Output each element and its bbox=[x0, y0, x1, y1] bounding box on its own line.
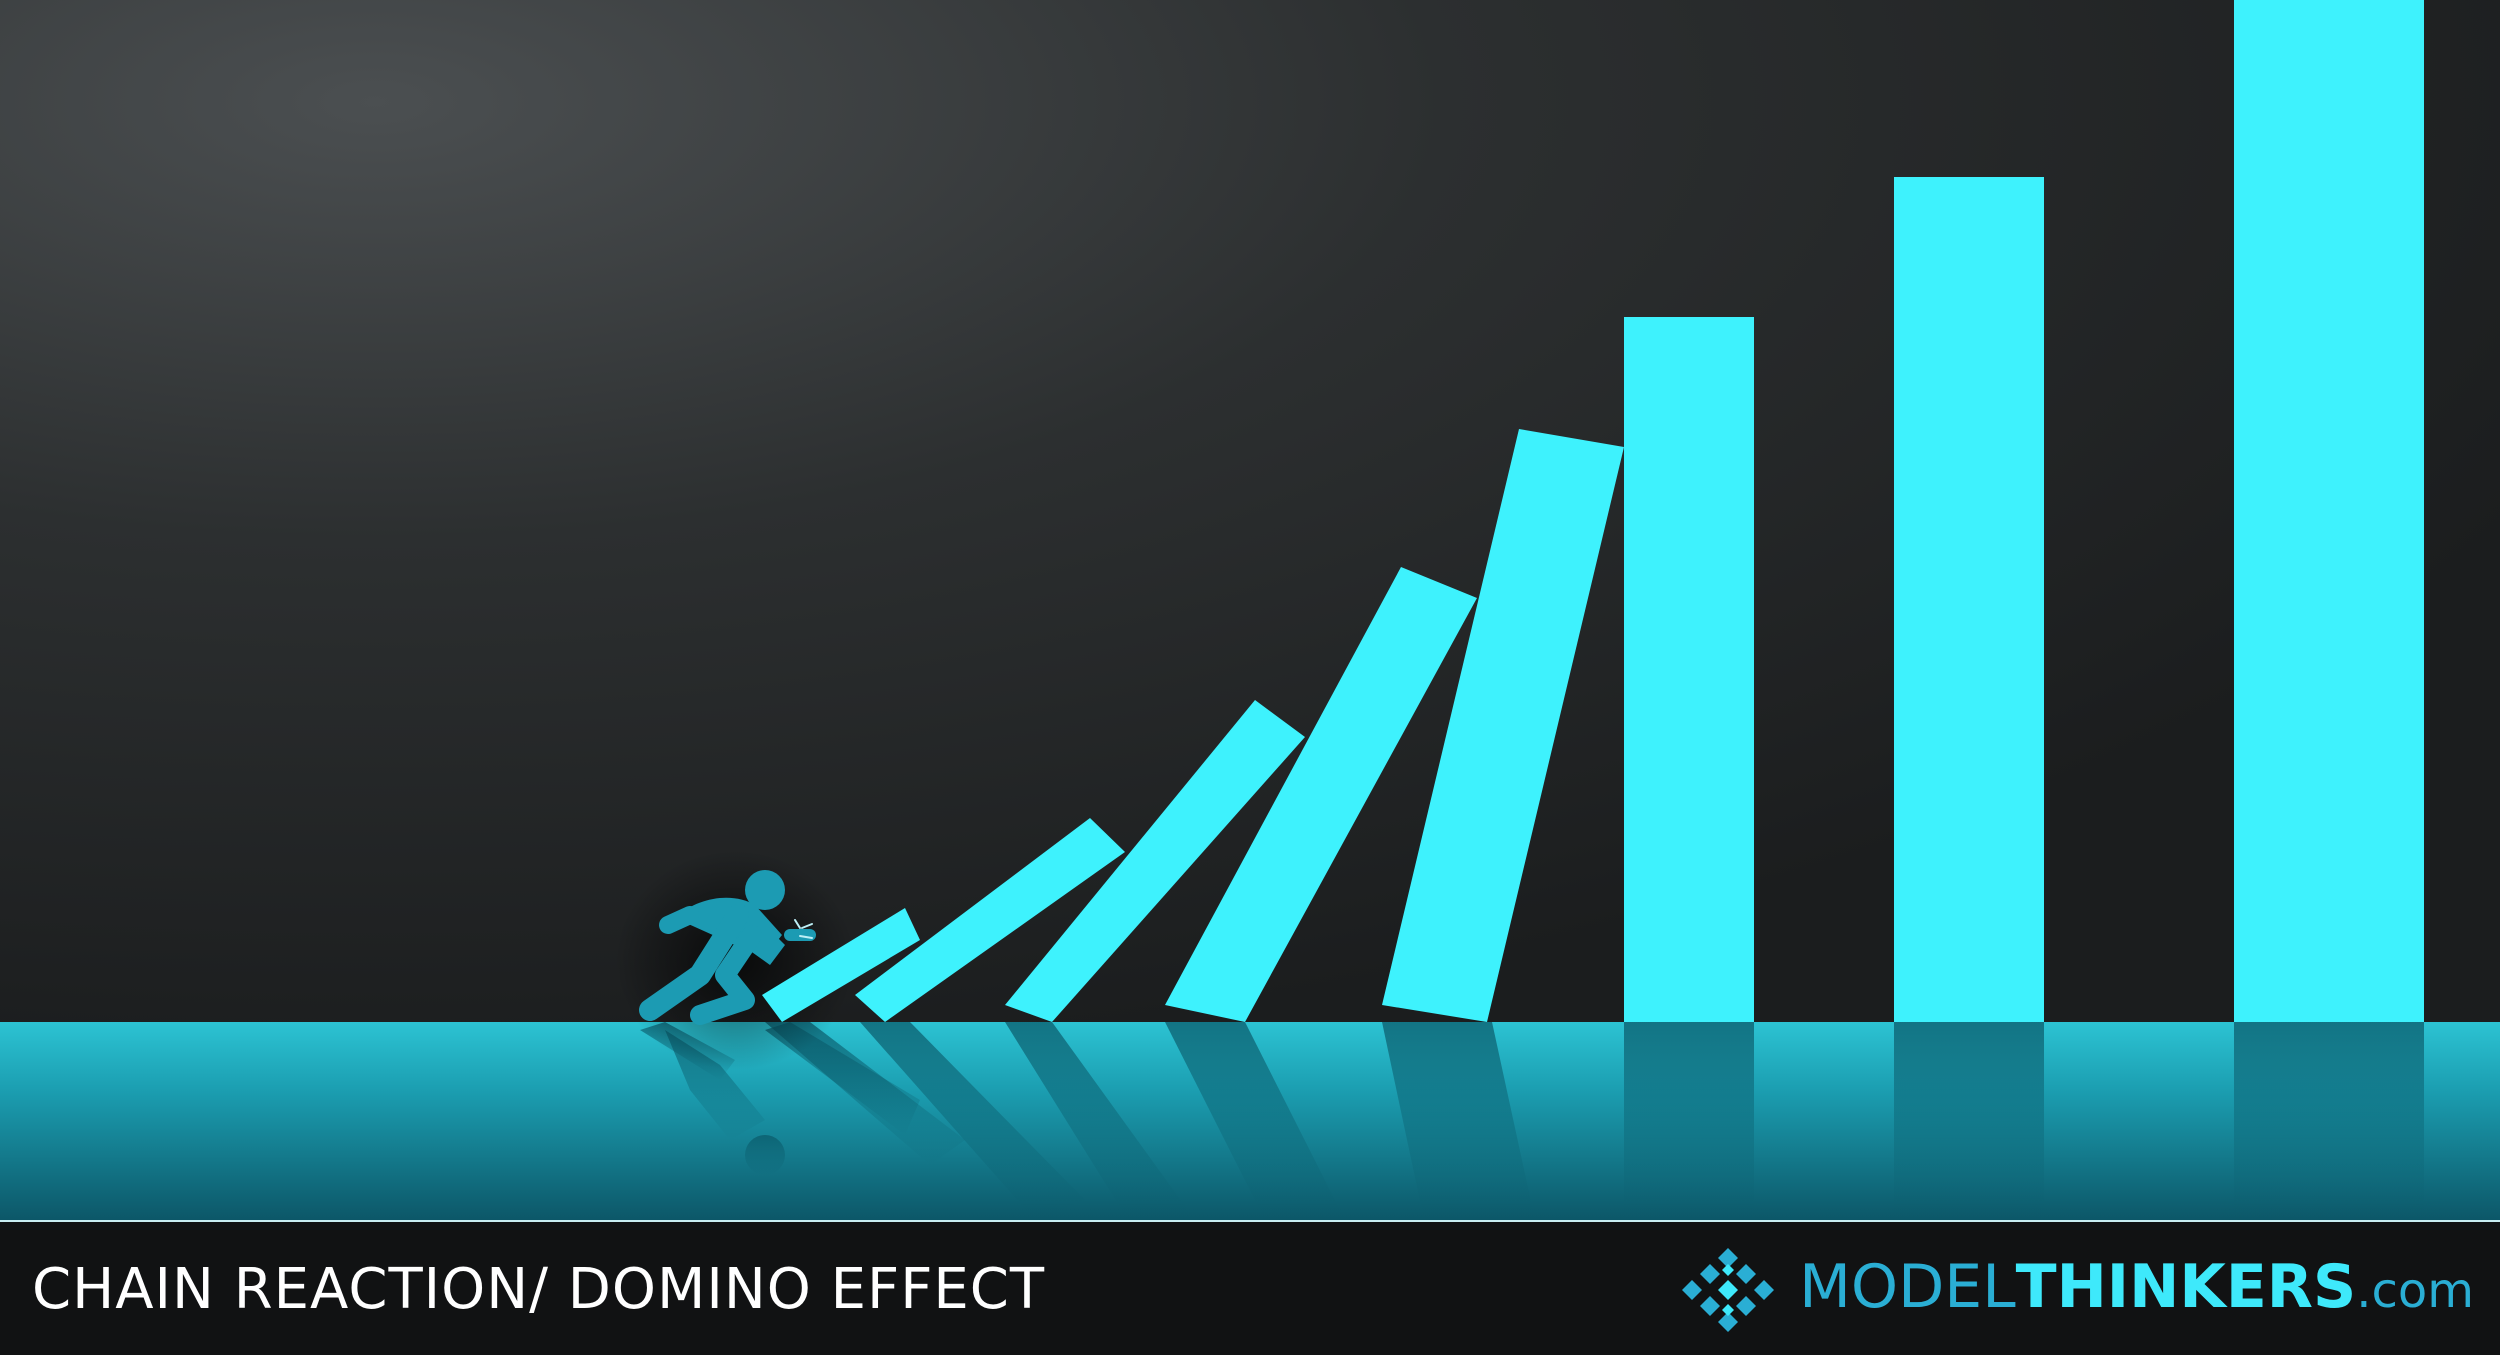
brand-wordmark-thinkers: THINKERS bbox=[2015, 1252, 2357, 1322]
domino-icon bbox=[2234, 0, 2424, 1022]
reflections bbox=[640, 1022, 2424, 1220]
domino-icon bbox=[762, 908, 920, 1022]
dominoes bbox=[762, 0, 2424, 1022]
brand-wordmark-model: MODEL bbox=[1799, 1252, 2016, 1322]
domino-icon bbox=[1165, 567, 1477, 1022]
caption-title: CHAIN REACTION/ DOMINO EFFECT bbox=[32, 1257, 1046, 1322]
footer-bar: CHAIN REACTION/ DOMINO EFFECT bbox=[0, 1220, 2500, 1355]
brand-wordmark: MODELTHINKERS.com bbox=[1799, 1252, 2474, 1326]
domino-icon bbox=[1005, 700, 1305, 1022]
domino-icon bbox=[1624, 317, 1754, 1022]
diamond-grid-logo-icon bbox=[1682, 1248, 1775, 1332]
domino-icon bbox=[855, 818, 1125, 1022]
pushing-person-icon bbox=[639, 870, 816, 1025]
domino-icon bbox=[1382, 429, 1624, 1022]
brand-wordmark-domain: .com bbox=[2356, 1263, 2474, 1319]
domino-icon bbox=[1894, 177, 2044, 1022]
brand-logo: MODELTHINKERS.com bbox=[1677, 1244, 2474, 1334]
